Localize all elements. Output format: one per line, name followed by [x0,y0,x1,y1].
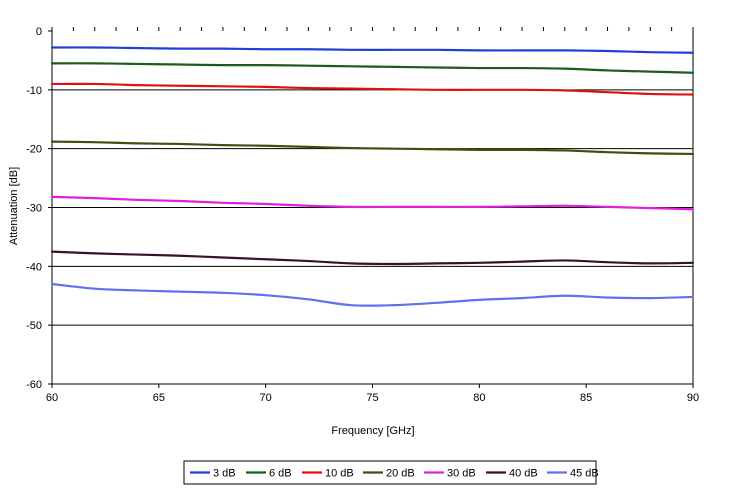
legend-label: 45 dB [570,468,599,480]
series-line-45-db [50,282,695,307]
legend-label: 10 dB [325,468,354,480]
y-axis-title: Attenuation [dB] [8,167,20,245]
y-tick-label: -50 [26,320,42,332]
y-tick-label: 0 [36,26,42,38]
series-line-3-db [50,46,695,54]
x-tick-label: 80 [473,392,485,404]
legend-label: 40 dB [509,468,538,480]
y-tick-label: -10 [26,85,42,97]
series-line-20-db [50,140,695,156]
x-tick-label: 70 [260,392,272,404]
axes [48,27,694,388]
series-line-6-db [50,62,695,74]
x-tick-label: 65 [153,392,165,404]
legend-label: 6 dB [269,468,292,480]
series-line-10-db [50,82,695,96]
series-lines [50,46,695,307]
legend-label: 30 dB [447,468,476,480]
y-tick-label: -60 [26,379,42,391]
x-tick-labels: 60 65 70 75 80 85 90 [46,392,699,404]
x-axis-title: Frequency [GHz] [331,425,414,437]
y-tick-label: -20 [26,144,42,156]
series-line-40-db [50,250,695,266]
legend-box [183,460,597,485]
y-tick-labels: 0 -10 -20 -30 -40 -50 -60 [26,26,42,391]
x-tick-label: 60 [46,392,58,404]
x-tick-label: 75 [366,392,378,404]
y-tick-label: -40 [26,261,42,273]
x-tick-label: 90 [687,392,699,404]
series-line-30-db [50,195,695,211]
y-tick-label: -30 [26,203,42,215]
x-tick-label: 85 [580,392,592,404]
legend-label: 20 dB [386,468,415,480]
legend: 3 dB 6 dB 10 dB 20 dB 30 dB 40 dB 45 dB [183,460,599,485]
legend-label: 3 dB [213,468,236,480]
